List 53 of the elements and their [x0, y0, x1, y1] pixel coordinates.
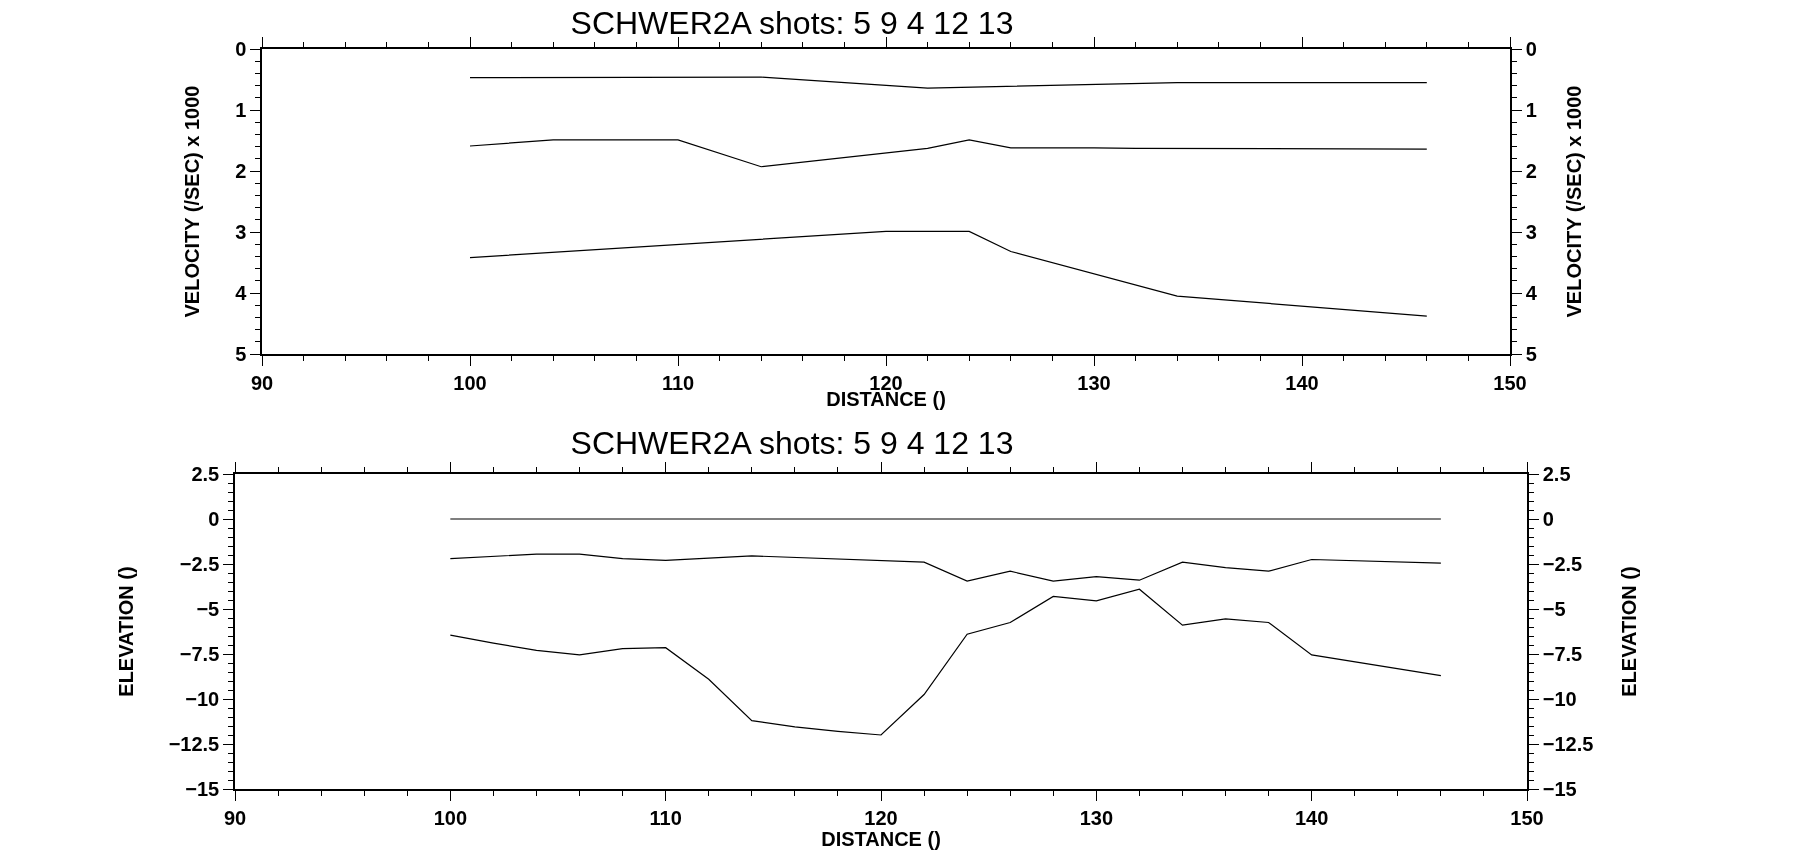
y2-tick-label: −12.5 [1542, 733, 1594, 755]
y2-tick-label: 0 [1525, 38, 1537, 60]
x-tick-label: 110 [649, 806, 682, 829]
y-tick-label: −2.5 [179, 553, 220, 575]
chart-title: SCHWER2A shots: 5 9 4 12 13 [570, 5, 1014, 42]
y-tick-label: 1 [235, 99, 247, 121]
y-tick-label: 5 [235, 343, 247, 365]
x-tick-label: 140 [1294, 806, 1329, 829]
x-tick-label: 110 [661, 371, 695, 394]
y2-tick-label: 1 [1525, 99, 1537, 121]
y2-tick-label: 4 [1525, 282, 1538, 304]
y2-tick-label: 5 [1525, 343, 1537, 365]
x-tick-label: 100 [453, 371, 487, 394]
y2-tick-label: 0 [1542, 508, 1554, 530]
line-series [469, 76, 1428, 89]
y2-tick-label: −7.5 [1542, 643, 1583, 665]
x-tick-label: 90 [223, 806, 247, 829]
y-tick-label: −10 [185, 688, 220, 710]
x-tick-label: 100 [433, 806, 468, 829]
y-axis-title: VELOCITY (/SEC) x 1000 [181, 85, 204, 318]
line-series [469, 139, 1428, 168]
y2-axis-title: ELEVATION () [1618, 566, 1641, 697]
y-tick-label: −5 [196, 598, 220, 620]
x-tick-label: 150 [1493, 371, 1527, 394]
y2-tick-label: 2 [1525, 160, 1537, 182]
chart-title: SCHWER2A shots: 5 9 4 12 13 [570, 425, 1014, 462]
y-tick-label: −15 [185, 778, 220, 800]
x-tick-label: 90 [250, 371, 274, 394]
line-series [449, 588, 1442, 736]
x-tick-label: 130 [1077, 371, 1111, 394]
y-tick-label: −7.5 [179, 643, 220, 665]
y-tick-label: 4 [235, 282, 248, 304]
y-tick-label: 2 [235, 160, 247, 182]
y-tick-label: 3 [235, 221, 247, 243]
y-tick-label: 2.5 [191, 463, 220, 485]
y-tick-label: 0 [208, 508, 220, 530]
x-tick-label: 140 [1285, 371, 1319, 394]
y-axis-title: ELEVATION () [114, 566, 137, 697]
x-axis-title: DISTANCE () [821, 828, 941, 850]
y2-tick-label: −2.5 [1542, 553, 1583, 575]
x-tick-label: 150 [1510, 806, 1544, 829]
y2-tick-label: 3 [1525, 221, 1537, 243]
y2-tick-label: −5 [1542, 598, 1566, 620]
x-tick-label: 130 [1079, 806, 1114, 829]
y2-axis-title: VELOCITY (/SEC) x 1000 [1562, 85, 1585, 318]
y2-tick-label: −10 [1542, 688, 1577, 710]
line-series [449, 553, 1442, 582]
y2-tick-label: 2.5 [1542, 463, 1571, 485]
y-tick-label: 0 [235, 38, 247, 60]
x-tick-label: 120 [864, 806, 898, 829]
y2-tick-label: −15 [1542, 778, 1577, 800]
line-series [469, 230, 1428, 317]
y-tick-label: −12.5 [168, 733, 220, 755]
